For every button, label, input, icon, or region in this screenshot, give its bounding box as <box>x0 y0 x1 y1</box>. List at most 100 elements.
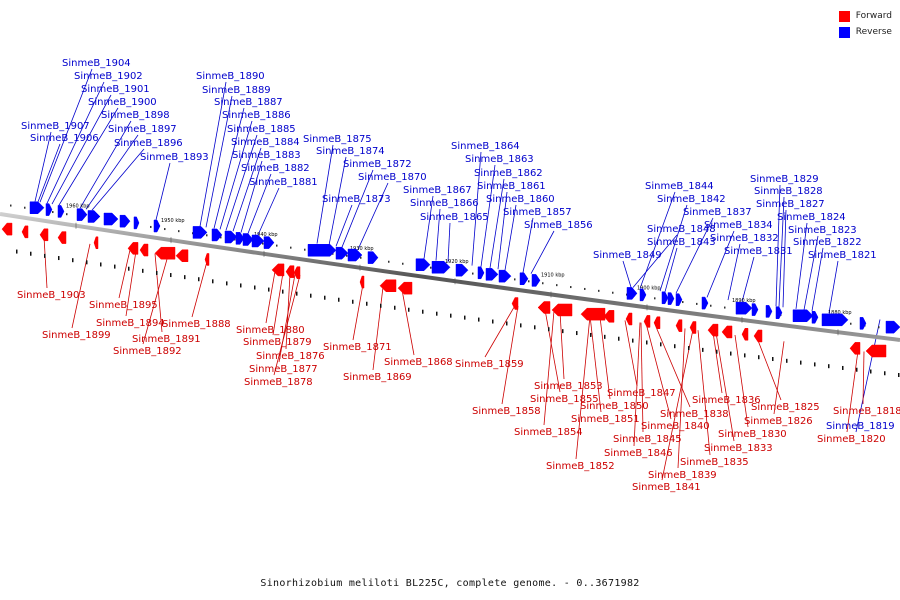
forward-gene-label: SinmeB_1836 <box>692 395 761 406</box>
track-dash <box>394 305 396 310</box>
forward-leader <box>589 315 602 413</box>
reverse-leader <box>341 169 374 248</box>
forward-leader <box>372 286 384 371</box>
reverse-leader <box>79 120 132 209</box>
tick-label: 1900 kbp <box>637 285 661 291</box>
track-dash <box>598 289 600 292</box>
reverse-leader <box>632 234 678 288</box>
reverse-leader <box>504 204 517 271</box>
track-dash <box>212 279 214 284</box>
track-dash <box>570 286 572 289</box>
reverse-gene-label: SinmeB_1857 <box>503 207 572 218</box>
reverse-gene-label: SinmeB_1906 <box>30 133 99 144</box>
reverse-leader <box>316 144 334 244</box>
track-dash <box>198 277 200 282</box>
forward-leader <box>501 305 519 405</box>
forward-leader <box>125 250 137 317</box>
forward-gene-arrow <box>653 316 661 329</box>
track-dash <box>450 313 452 318</box>
forward-leader <box>142 255 169 345</box>
forward-leader <box>640 322 644 433</box>
reverse-gene-label: SinmeB_1885 <box>227 124 296 135</box>
track-dash <box>856 367 858 372</box>
reverse-gene-arrow <box>455 263 469 277</box>
reverse-leader <box>530 230 555 274</box>
reverse-gene-label: SinmeB_1837 <box>683 207 752 218</box>
track-dash <box>226 281 228 286</box>
track-dash <box>52 211 54 214</box>
reverse-gene-label: SinmeB_1844 <box>645 181 714 192</box>
track-dash <box>870 369 872 374</box>
reverse-leader <box>795 222 808 309</box>
forward-leader <box>543 310 555 426</box>
reverse-leader <box>706 230 735 298</box>
reverse-gene-label: SinmeB_1824 <box>777 212 846 223</box>
tick-label: 1890 kbp <box>732 298 756 304</box>
track-dash <box>184 275 186 280</box>
reverse-gene-label: SinmeB_1861 <box>477 181 546 192</box>
forward-gene-arrow <box>849 342 861 355</box>
track-dash <box>660 342 662 347</box>
forward-gene-arrow <box>39 228 49 242</box>
track-dash <box>514 278 516 281</box>
forward-gene-label: SinmeB_1899 <box>42 330 111 341</box>
forward-gene-label: SinmeB_1818 <box>833 406 900 417</box>
reverse-gene-arrow <box>431 260 451 274</box>
reverse-gene-arrow <box>701 296 709 310</box>
tick-label: 1960 kbp <box>66 204 90 210</box>
reverse-gene-arrow <box>29 201 45 214</box>
reverse-gene-arrow <box>675 293 683 306</box>
forward-gene-arrow <box>175 249 189 262</box>
reverse-gene-label: SinmeB_1823 <box>788 225 857 236</box>
reverse-gene-arrow <box>192 226 208 239</box>
reverse-leader <box>58 107 119 206</box>
forward-leader <box>154 253 163 333</box>
reverse-gene-label: SinmeB_1842 <box>657 194 726 205</box>
track-dash <box>618 336 620 341</box>
reverse-gene-arrow <box>119 214 131 228</box>
track-dash <box>688 346 690 351</box>
track-dash <box>324 295 326 300</box>
reverse-gene-label: SinmeB_1829 <box>750 174 819 185</box>
track-dash <box>464 315 466 320</box>
reverse-gene-label: SinmeB_1819 <box>826 421 895 432</box>
track-dash <box>24 206 26 209</box>
track-dash <box>402 262 404 265</box>
track-dash <box>352 299 354 304</box>
forward-gene-label: SinmeB_1877 <box>249 364 318 375</box>
reverse-gene-label: SinmeB_1907 <box>21 121 90 132</box>
reverse-gene-label: SinmeB_1873 <box>322 194 391 205</box>
track-dash <box>346 254 348 257</box>
reverse-gene-arrow <box>415 258 431 271</box>
forward-gene-arrow <box>511 297 519 310</box>
forward-gene-arrow <box>603 310 615 323</box>
reverse-leader <box>811 247 824 311</box>
track-dash <box>772 357 774 362</box>
forward-leader <box>677 328 686 469</box>
forward-gene-arrow <box>643 315 651 328</box>
reverse-gene-arrow <box>103 212 119 226</box>
forward-gene-arrow <box>1 222 13 236</box>
forward-leader <box>273 275 301 376</box>
track-dash <box>388 260 390 263</box>
reverse-leader <box>219 120 253 230</box>
tick-label: 1930 kbp <box>350 246 374 252</box>
reverse-gene-label: SinmeB_1856 <box>524 220 593 231</box>
track-dash <box>786 358 788 363</box>
forward-leader <box>599 317 611 400</box>
reverse-gene-label: SinmeB_1889 <box>202 85 271 96</box>
track-dash <box>366 301 368 306</box>
reverse-gene-arrow <box>251 234 265 248</box>
track-dash <box>30 251 32 256</box>
forward-gene-arrow <box>721 325 733 339</box>
reverse-leader <box>782 209 787 308</box>
track-dash <box>304 248 306 251</box>
reverse-gene-label: SinmeB_1863 <box>465 154 534 165</box>
reverse-leader <box>37 143 61 203</box>
reverse-gene-label: SinmeB_1870 <box>358 172 427 183</box>
track-dash <box>562 329 564 334</box>
reverse-gene-arrow <box>639 288 647 302</box>
track-dash <box>584 287 586 290</box>
forward-leader <box>352 284 364 341</box>
